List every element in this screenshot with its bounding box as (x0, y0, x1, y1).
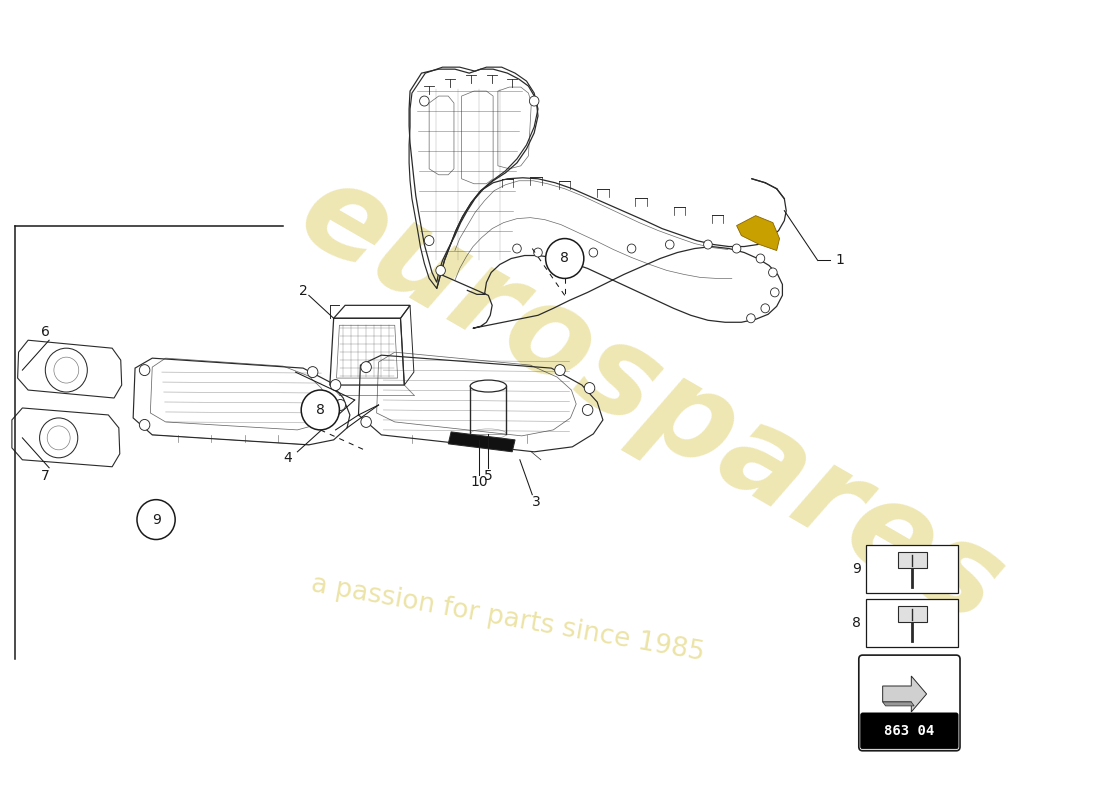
Circle shape (45, 348, 87, 392)
Text: 4: 4 (284, 450, 293, 465)
Circle shape (582, 405, 593, 415)
Text: 863 04: 863 04 (884, 724, 935, 738)
Text: eurospares: eurospares (278, 150, 1023, 650)
Polygon shape (737, 216, 780, 250)
Text: 3: 3 (531, 494, 540, 509)
FancyBboxPatch shape (867, 599, 958, 647)
Circle shape (301, 390, 340, 430)
Polygon shape (882, 676, 926, 712)
Circle shape (54, 357, 79, 383)
Circle shape (761, 304, 770, 313)
Circle shape (534, 248, 542, 257)
Circle shape (551, 250, 560, 259)
Circle shape (330, 379, 341, 390)
Circle shape (756, 254, 764, 263)
Circle shape (770, 288, 779, 297)
Circle shape (336, 399, 345, 410)
Circle shape (513, 244, 521, 253)
Text: 8: 8 (560, 251, 569, 266)
Circle shape (584, 382, 595, 394)
Polygon shape (448, 432, 515, 452)
Circle shape (419, 96, 429, 106)
FancyBboxPatch shape (860, 713, 958, 749)
Circle shape (733, 244, 741, 253)
Circle shape (47, 426, 70, 450)
Circle shape (590, 248, 597, 257)
Circle shape (747, 314, 756, 322)
Text: 9: 9 (152, 513, 161, 526)
Circle shape (666, 240, 674, 249)
Circle shape (529, 96, 539, 106)
Circle shape (140, 365, 150, 375)
Ellipse shape (470, 380, 506, 392)
Circle shape (704, 240, 712, 249)
Circle shape (138, 500, 175, 539)
Circle shape (361, 417, 372, 427)
Text: 8: 8 (851, 616, 860, 630)
FancyBboxPatch shape (867, 546, 958, 594)
Text: 7: 7 (41, 469, 50, 482)
Text: a passion for parts since 1985: a passion for parts since 1985 (309, 572, 706, 666)
Circle shape (627, 244, 636, 253)
Circle shape (425, 235, 433, 246)
Polygon shape (882, 702, 914, 706)
FancyBboxPatch shape (898, 553, 926, 569)
Text: 8: 8 (316, 403, 324, 417)
Text: 5: 5 (484, 469, 493, 482)
Circle shape (140, 419, 150, 430)
Text: 6: 6 (41, 326, 50, 339)
Circle shape (769, 268, 778, 277)
Circle shape (436, 266, 446, 275)
Text: 10: 10 (470, 474, 487, 489)
Text: 1: 1 (835, 254, 844, 267)
Circle shape (307, 366, 318, 378)
Circle shape (546, 238, 584, 278)
Circle shape (40, 418, 78, 458)
Text: 9: 9 (851, 562, 860, 577)
Text: 2: 2 (299, 284, 308, 298)
Circle shape (554, 365, 565, 375)
Circle shape (361, 362, 372, 373)
FancyBboxPatch shape (859, 655, 960, 750)
FancyBboxPatch shape (898, 606, 926, 622)
